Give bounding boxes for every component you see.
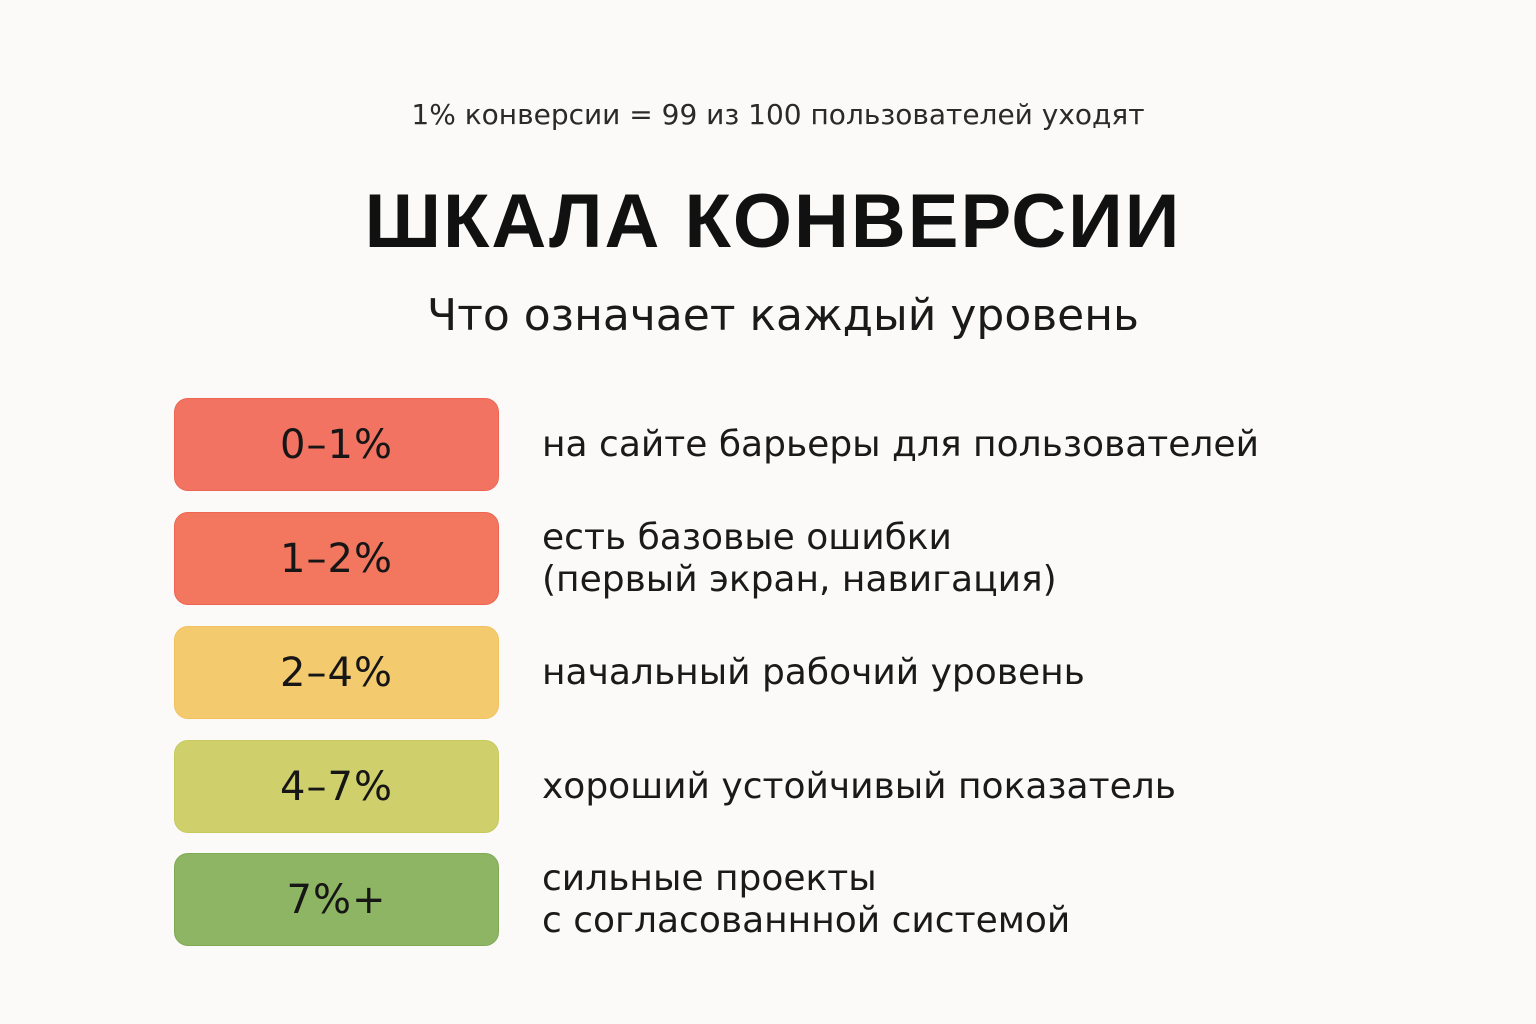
page-title: ШКАЛА КОНВЕРСИИ bbox=[364, 179, 1182, 264]
range-badge: 4–7% bbox=[174, 740, 499, 833]
description-line: с согласованнной системой bbox=[542, 899, 1071, 941]
description-line: есть базовые ошибки bbox=[542, 516, 952, 558]
description-line: сильные проекты bbox=[542, 857, 877, 899]
range-badge: 2–4% bbox=[174, 626, 499, 719]
range-badge: 0–1% bbox=[174, 398, 499, 491]
scale-level: 7%+ сильные проекты с согласованнной систе… bbox=[174, 853, 1474, 946]
level-description: есть базовые ошибки (первый экран, навига… bbox=[542, 512, 1057, 605]
description-line: на сайте барьеры для пользователей bbox=[542, 423, 1259, 465]
level-description: хороший устойчивый показатель bbox=[542, 740, 1176, 833]
level-description: на сайте барьеры для пользователей bbox=[542, 398, 1259, 491]
scale-level: 4–7% хороший устойчивый показатель bbox=[174, 740, 1474, 833]
range-badge: 1–2% bbox=[174, 512, 499, 605]
scale-level: 1–2% есть базовые ошибки (первый экран, на… bbox=[174, 512, 1474, 605]
level-description: сильные проекты с согласованнной системой bbox=[542, 853, 1070, 946]
page-subtitle: Что означает каждый уровень bbox=[427, 290, 1139, 341]
scale-level: 2–4% начальный рабочий уровень bbox=[174, 626, 1474, 719]
description-line: (первый экран, навигация) bbox=[542, 558, 1057, 600]
description-line: хороший устойчивый показатель bbox=[542, 765, 1176, 807]
range-badge: 7%+ bbox=[174, 853, 499, 946]
description-line: начальный рабочий уровень bbox=[542, 651, 1085, 693]
conversion-note: 1% конверсии = 99 из 100 пользователей у… bbox=[411, 98, 1145, 131]
level-description: начальный рабочий уровень bbox=[542, 626, 1085, 719]
scale-level: 0–1% на сайте барьеры для пользователей bbox=[174, 398, 1474, 491]
